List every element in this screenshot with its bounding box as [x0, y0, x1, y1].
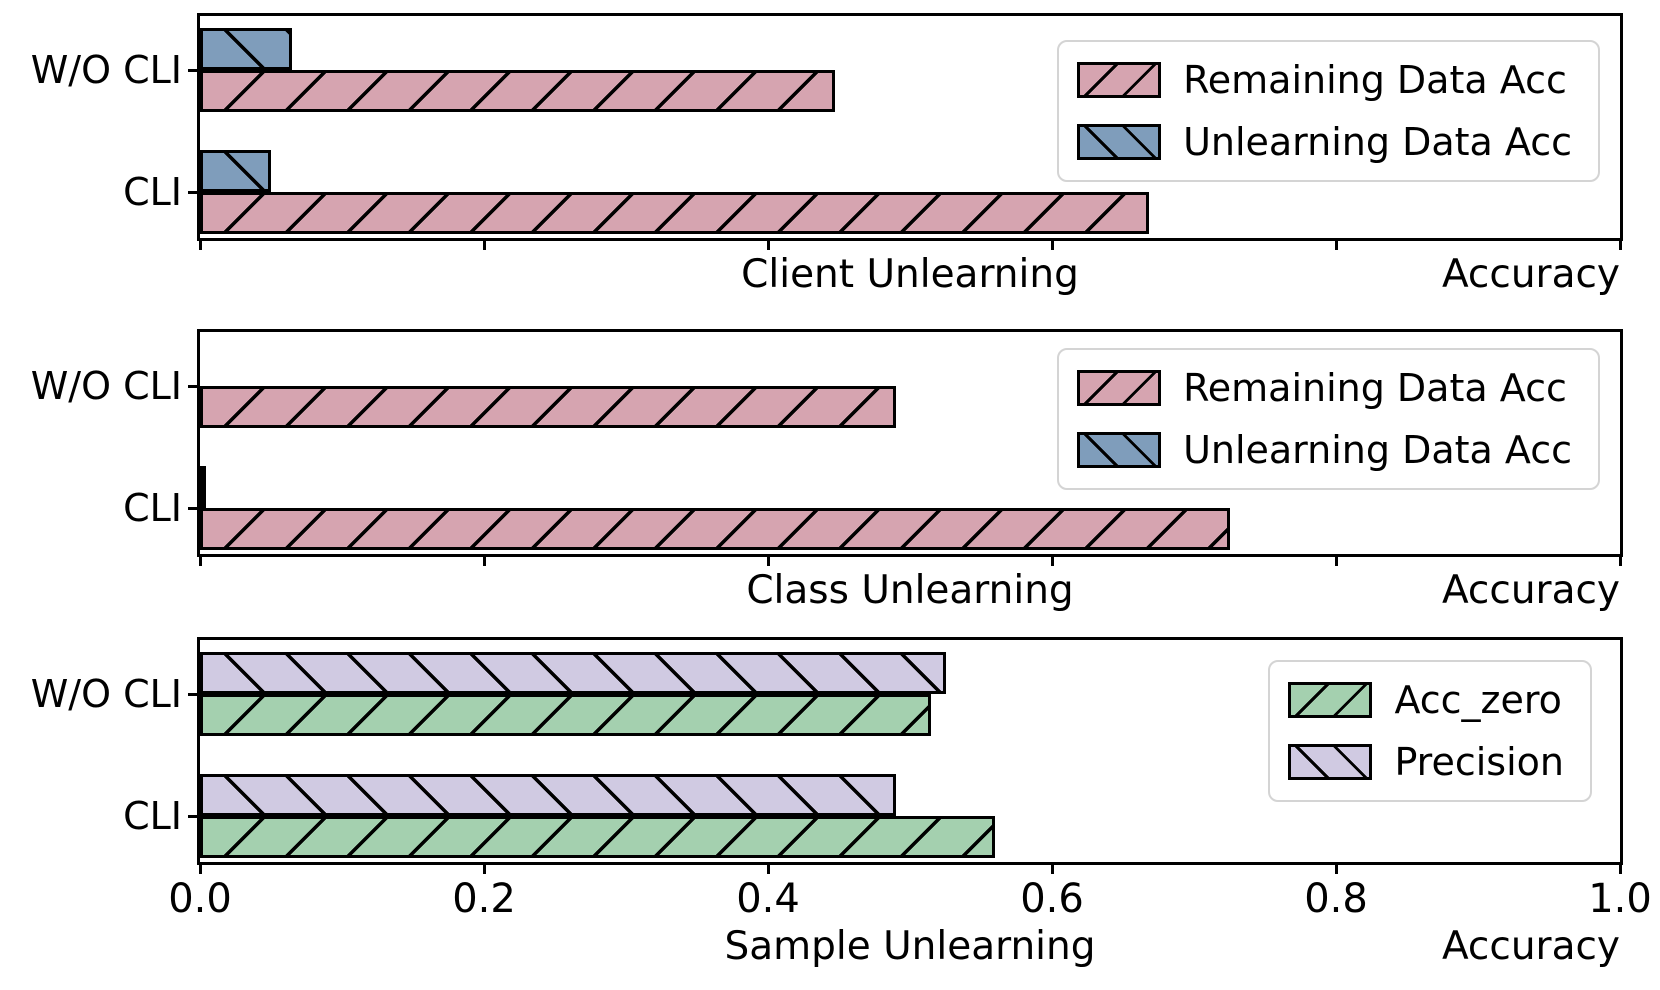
axes-frame: [197, 637, 1623, 865]
legend-row: Acc_zero: [1288, 678, 1564, 722]
category-label-w-o-cli: W/O CLI: [30, 672, 182, 716]
legend-swatch: [1077, 62, 1162, 98]
axes-frame: [197, 329, 1623, 557]
x-tick: [767, 238, 770, 250]
bar-remaining-data-acc-w-o-cli: [200, 386, 896, 428]
legend-label: Acc_zero: [1394, 678, 1562, 722]
category-label-cli: CLI: [123, 170, 182, 214]
legend-swatch: [1077, 370, 1162, 406]
legend-swatch: [1288, 682, 1373, 718]
x-tick: [1051, 862, 1054, 874]
bar-precision-cli: [200, 774, 896, 816]
x-axis-title: Sample Unlearning: [724, 924, 1096, 969]
x-axis-unit-label: Accuracy: [1441, 924, 1620, 969]
x-tick-label: 0.6: [1020, 876, 1084, 922]
legend-swatch: [1077, 432, 1162, 468]
y-tick: [188, 815, 200, 818]
category-label-w-o-cli: W/O CLI: [30, 364, 182, 408]
x-tick: [1051, 554, 1054, 566]
x-tick: [767, 554, 770, 566]
bar-acc-zero-w-o-cli: [200, 694, 931, 736]
x-tick: [1335, 554, 1338, 566]
axes-frame: [197, 13, 1623, 241]
x-tick: [483, 238, 486, 250]
legend-row: Precision: [1288, 740, 1564, 784]
x-tick: [1051, 238, 1054, 250]
x-tick-label: 0.4: [736, 876, 800, 922]
x-tick: [1619, 862, 1622, 874]
legend-swatch: [1077, 124, 1162, 160]
x-axis-unit-label: Accuracy: [1441, 568, 1620, 613]
x-tick: [199, 554, 202, 566]
legend-label: Precision: [1394, 740, 1564, 784]
legend-label: Unlearning Data Acc: [1183, 428, 1572, 472]
x-tick: [1335, 862, 1338, 874]
y-tick: [188, 191, 200, 194]
category-label-cli: CLI: [123, 486, 182, 530]
legend-row: Remaining Data Acc: [1077, 58, 1572, 102]
legend-label: Unlearning Data Acc: [1183, 120, 1572, 164]
x-axis-title: Class Unlearning: [746, 568, 1074, 613]
y-tick: [188, 385, 200, 388]
legend: Remaining Data Acc Unlearning Data Acc: [1057, 348, 1600, 490]
bar-remaining-data-acc-w-o-cli: [200, 70, 835, 112]
legend-label: Remaining Data Acc: [1183, 366, 1567, 410]
category-label-cli: CLI: [123, 794, 182, 838]
x-axis-title: Client Unlearning: [741, 252, 1079, 297]
legend-row: Unlearning Data Acc: [1077, 120, 1572, 164]
x-tick-label: 0.0: [168, 876, 232, 922]
x-tick: [1619, 238, 1622, 250]
legend-label: Remaining Data Acc: [1183, 58, 1567, 102]
y-tick: [188, 507, 200, 510]
bar-precision-w-o-cli: [200, 652, 946, 694]
bar-remaining-data-acc-cli: [200, 508, 1230, 550]
x-tick: [199, 862, 202, 874]
x-tick: [483, 862, 486, 874]
legend-row: Remaining Data Acc: [1077, 366, 1572, 410]
x-axis-unit-label: Accuracy: [1441, 252, 1620, 297]
x-tick-label: 0.2: [452, 876, 516, 922]
legend-swatch: [1288, 744, 1373, 780]
y-tick: [188, 693, 200, 696]
x-tick-label: 1.0: [1588, 876, 1652, 922]
category-label-w-o-cli: W/O CLI: [30, 48, 182, 92]
bar-unlearning-data-acc-cli: [200, 150, 271, 192]
x-tick: [1619, 554, 1622, 566]
x-tick: [767, 862, 770, 874]
x-tick: [199, 238, 202, 250]
bar-acc-zero-cli: [200, 816, 995, 858]
legend-row: Unlearning Data Acc: [1077, 428, 1572, 472]
legend: Acc_zero Precision: [1268, 660, 1592, 802]
bar-unlearning-data-acc-w-o-cli: [200, 28, 292, 70]
x-tick-label: 0.8: [1304, 876, 1368, 922]
y-tick: [188, 69, 200, 72]
bar-remaining-data-acc-cli: [200, 192, 1149, 234]
legend: Remaining Data Acc Unlearning Data Acc: [1057, 40, 1600, 182]
x-tick: [1335, 238, 1338, 250]
bar-unlearning-data-acc-cli: [200, 466, 206, 508]
x-tick: [483, 554, 486, 566]
